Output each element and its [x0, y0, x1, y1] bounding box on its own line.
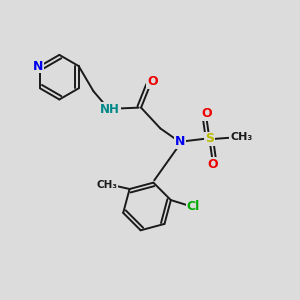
Text: Cl: Cl	[187, 200, 200, 212]
Text: NH: NH	[100, 103, 120, 116]
Text: O: O	[207, 158, 218, 171]
Text: CH₃: CH₃	[230, 132, 252, 142]
Text: S: S	[205, 132, 214, 146]
Text: O: O	[201, 107, 212, 120]
Text: N: N	[175, 135, 185, 148]
Text: O: O	[147, 75, 158, 88]
Text: N: N	[33, 59, 44, 73]
Text: CH₃: CH₃	[97, 180, 118, 190]
